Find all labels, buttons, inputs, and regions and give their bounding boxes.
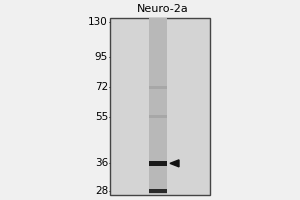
Bar	[149, 161, 167, 166]
Bar	[149, 86, 167, 89]
Polygon shape	[170, 160, 179, 167]
Text: 95: 95	[95, 52, 108, 62]
Text: 130: 130	[88, 17, 108, 27]
Text: 28: 28	[95, 186, 108, 196]
Bar	[110, 18, 210, 195]
Bar	[149, 18, 167, 195]
Text: 55: 55	[95, 112, 108, 122]
Bar	[149, 189, 167, 193]
Text: 36: 36	[95, 158, 108, 168]
Bar	[149, 115, 167, 118]
Text: Neuro-2a: Neuro-2a	[137, 4, 189, 14]
Text: 72: 72	[95, 82, 108, 92]
